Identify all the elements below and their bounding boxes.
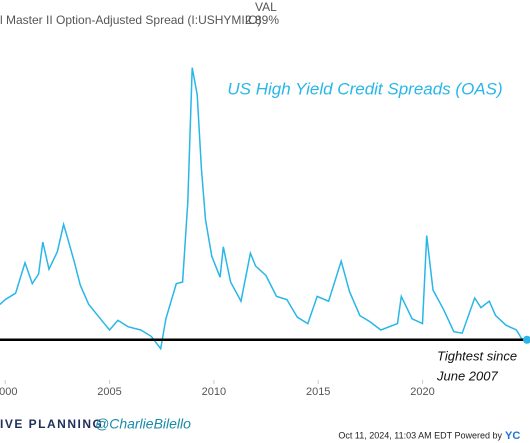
chart-title: US High Yield Credit Spreads (OAS) (227, 79, 502, 98)
footer: Oct 11, 2024, 11:03 AM EDT Powered by (338, 430, 502, 440)
x-tick-label: 2000 (0, 386, 17, 398)
x-tick-label: 2010 (202, 386, 226, 398)
x-tick-label: 2020 (410, 386, 434, 398)
legend-entry: l Master II Option-Adjusted Spread (I:US… (0, 13, 261, 27)
annotation: Tightest since (437, 348, 517, 363)
x-tick-label: 2015 (306, 386, 330, 398)
value-header: VAL (255, 0, 277, 14)
annotation: June 2007 (436, 368, 498, 383)
footer-logo: YC (505, 430, 520, 442)
brand: IVE PLANNING (0, 417, 103, 431)
latest-dot (523, 335, 530, 344)
handle: @CharlieBilello (95, 416, 191, 432)
x-tick-label: 2005 (97, 386, 121, 398)
data-line (0, 67, 523, 351)
latest-value: 2.89% (245, 13, 279, 27)
